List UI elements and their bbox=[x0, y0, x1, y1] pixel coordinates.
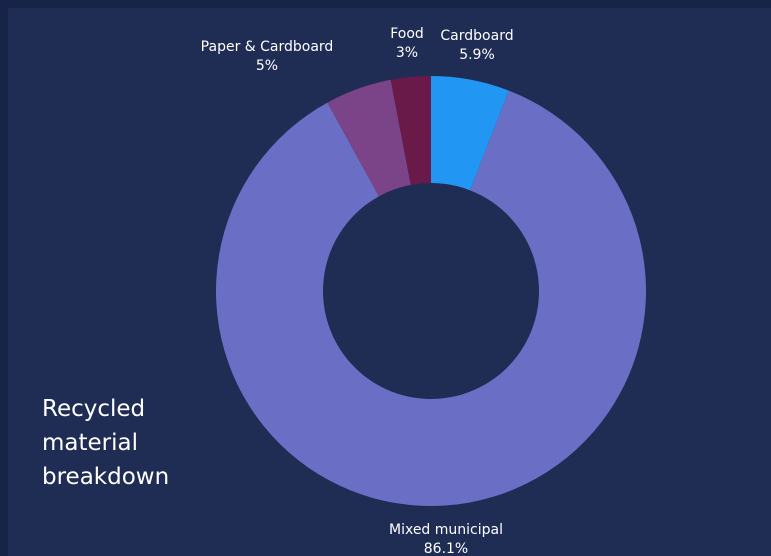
slice-mixed-municipal[interactable] bbox=[215, 90, 646, 507]
slice-cardboard[interactable] bbox=[431, 76, 509, 191]
slice-paper-cardboard[interactable] bbox=[327, 79, 411, 197]
slice-value-cardboard: 5.9% bbox=[459, 47, 495, 63]
labels-group: Cardboard 5.9% Mixed municipal 86.1% Paper &… bbox=[201, 26, 514, 556]
slice-value-food: 3% bbox=[396, 45, 418, 61]
slices-group bbox=[215, 76, 646, 507]
slice-value-paper-cardboard: 5% bbox=[256, 58, 278, 74]
slice-label-paper-cardboard: Paper & Cardboard bbox=[201, 39, 334, 55]
slice-food[interactable] bbox=[390, 76, 431, 185]
slice-label-mixed-municipal: Mixed municipal bbox=[389, 522, 503, 538]
slice-value-mixed-municipal: 86.1% bbox=[424, 541, 468, 556]
slice-label-food: Food bbox=[390, 26, 424, 42]
slice-label-cardboard: Cardboard bbox=[440, 28, 513, 44]
chart-title: Recycled material breakdown bbox=[42, 396, 170, 490]
